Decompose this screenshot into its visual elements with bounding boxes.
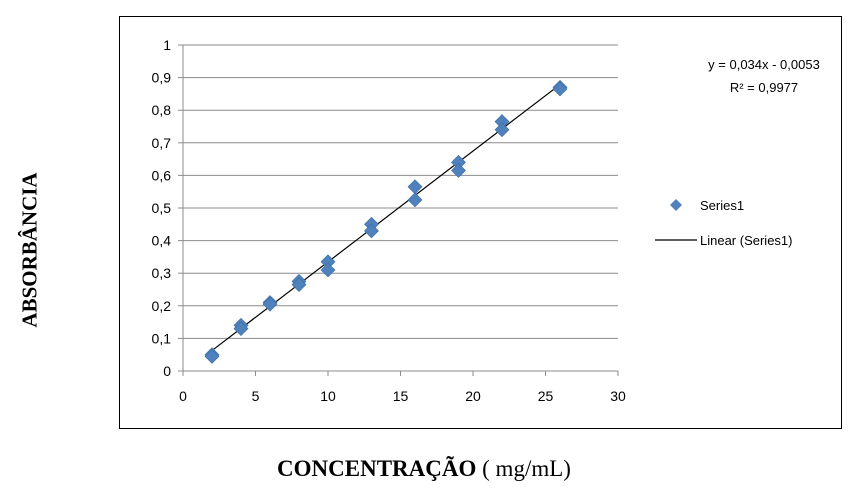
- data-point: [262, 296, 278, 312]
- x-axis-title-unit: ( mg/mL): [476, 456, 571, 481]
- y-tick-label: 0,8: [152, 102, 172, 118]
- trendline: [211, 84, 561, 352]
- trendline-path: [211, 84, 561, 352]
- legend-label-trend: Linear (Series1): [700, 233, 793, 248]
- data-points: [204, 79, 568, 364]
- y-tick-label: 0,1: [152, 330, 172, 346]
- x-tick-label: 0: [179, 388, 187, 404]
- data-point: [407, 192, 423, 208]
- data-point: [320, 262, 336, 278]
- legend-label-series1: Series1: [700, 198, 744, 213]
- data-point: [291, 277, 307, 293]
- x-tick-label: 10: [320, 388, 336, 404]
- tick-labels: 00,10,20,30,40,50,60,70,80,910 5 10 15 20 25 3…: [152, 37, 626, 404]
- x-tick-label: 5: [252, 388, 260, 404]
- data-point: [233, 321, 249, 337]
- x-tick-label: 15: [393, 388, 409, 404]
- x-tick-label: 20: [465, 388, 481, 404]
- x-tick-label: 25: [538, 388, 554, 404]
- x-axis-title: CONCENTRAÇÃO ( mg/mL): [0, 456, 848, 482]
- grid-lines: [183, 44, 618, 339]
- y-axis-title: ABSORBÂNCIA: [17, 172, 42, 328]
- data-point: [364, 223, 379, 239]
- legend-marker-series1: [670, 199, 682, 211]
- data-point: [494, 122, 510, 138]
- legend: Series1 Linear (Series1): [655, 198, 793, 248]
- y-tick-label: 0,3: [152, 265, 172, 281]
- y-tick-label: 0,4: [152, 233, 172, 249]
- y-tick-label: 0,7: [152, 135, 172, 151]
- y-tick-label: 0,9: [152, 70, 172, 86]
- axes: [178, 44, 619, 376]
- y-tick-label: 0,5: [152, 200, 172, 216]
- y-tick-label: 0: [163, 363, 171, 379]
- data-point: [204, 348, 220, 364]
- x-axis-title-main: CONCENTRAÇÃO: [277, 456, 477, 481]
- trend-r2: R² = 0,9977: [730, 80, 798, 95]
- chart-frame: [119, 16, 842, 429]
- data-point: [552, 81, 568, 97]
- y-tick-label: 1: [163, 37, 171, 53]
- y-tick-label: 0,2: [152, 298, 172, 314]
- x-tick-label: 30: [610, 388, 626, 404]
- data-point: [451, 163, 466, 178]
- y-tick-label: 0,6: [152, 167, 172, 183]
- trend-equation: y = 0,034x - 0,0053: [708, 57, 820, 72]
